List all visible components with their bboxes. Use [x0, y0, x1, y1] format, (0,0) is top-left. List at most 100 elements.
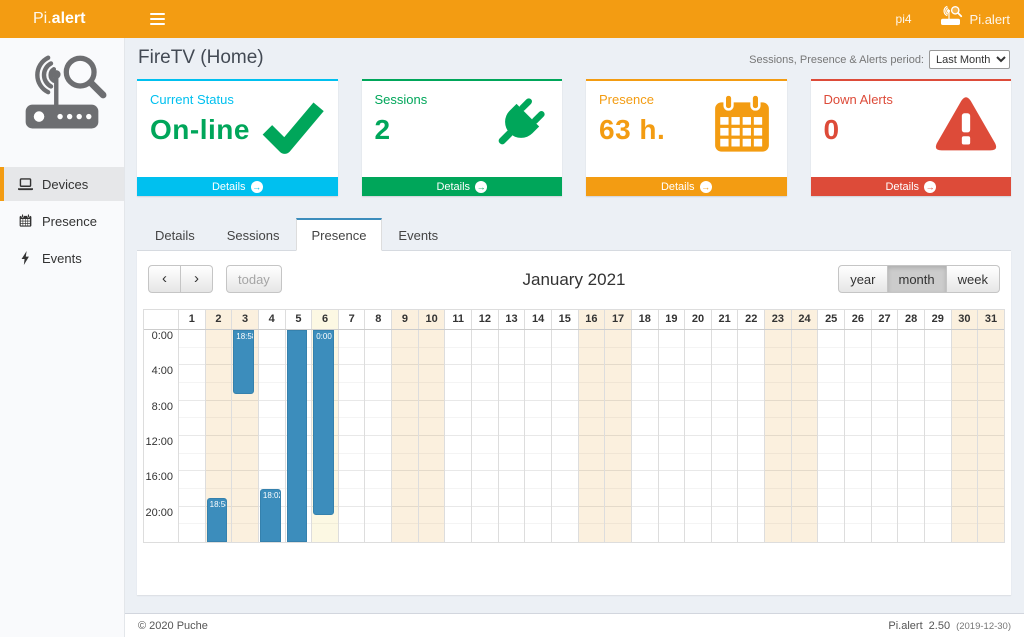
day-header-7: 7 [337, 310, 365, 329]
card-details-link[interactable]: Details → [586, 177, 787, 196]
calendar-view-year-button[interactable]: year [838, 265, 888, 293]
day-header-16: 16 [577, 310, 605, 329]
sidebar-item-events[interactable]: Events [0, 241, 124, 275]
tab-presence[interactable]: Presence [295, 218, 383, 251]
card-body: Sessions 2 [362, 81, 563, 177]
footer-version: 2.50 [928, 619, 951, 632]
top-navbar: Pi. alert pi4 Pi.alert [0, 0, 1024, 38]
day-header-30: 30 [950, 310, 978, 329]
day-header-18: 18 [630, 310, 658, 329]
brand-prefix: Pi. [33, 10, 52, 27]
day-header-4: 4 [257, 310, 285, 329]
arrow-circle-right-icon: → [250, 180, 263, 193]
warning-icon [934, 94, 998, 158]
card-details-link[interactable]: Details → [361, 177, 562, 196]
time-label: 20:00 [145, 506, 173, 519]
day-header-25: 25 [817, 310, 844, 329]
event-time-label: 0:00 - [316, 332, 333, 341]
card-presence: Presence 63 h. Details → [586, 79, 787, 196]
day-column-19 [657, 330, 685, 542]
copyright-label: © 2020 Puche [138, 619, 208, 632]
calendar-today-button[interactable]: today [226, 265, 282, 293]
day-header-13: 13 [497, 310, 525, 329]
page-footer: © 2020 Puche Pi.alert 2.50 (2019-12-30) [125, 613, 1024, 637]
day-column-12 [471, 330, 498, 542]
arrow-circle-right-icon: → [475, 180, 488, 193]
arrow-circle-right-icon: → [699, 180, 712, 193]
card-title: Current Status [150, 92, 234, 107]
calendar-icon [710, 93, 774, 158]
calendar-next-button[interactable]: › [181, 265, 213, 293]
day-column-8 [364, 330, 392, 542]
period-label: Sessions, Presence & Alerts period: [749, 53, 924, 66]
presence-session-event[interactable]: 18:58 [233, 330, 254, 395]
device-tabs: Details Sessions Presence Events [137, 218, 1011, 251]
card-value: 63 h. [599, 114, 666, 145]
day-column-31 [977, 330, 1004, 542]
tab-sessions[interactable]: Sessions [226, 228, 280, 243]
user-menu[interactable]: Pi.alert [938, 5, 1010, 33]
card-details-link[interactable]: Details → [137, 177, 338, 196]
calendar-grid: 0:00 4:00 8:00 12:00 16:00 20:00 18:58 18:58 18… [144, 330, 1004, 542]
day-header-15: 15 [550, 310, 578, 329]
details-label: Details [436, 180, 471, 193]
day-header-6: 6 [311, 310, 338, 329]
time-label: 8:00 [151, 400, 173, 413]
card-value: 0 [823, 114, 840, 145]
card-details-link[interactable]: Details → [810, 177, 1011, 196]
day-column-28 [897, 330, 924, 542]
summary-cards: Current Status On-line Details → Sessions 2 De… [137, 79, 1011, 196]
day-column-25 [817, 330, 845, 542]
day-column-22 [737, 330, 765, 542]
sidebar-item-label: Devices [42, 176, 89, 192]
time-axis: 0:00 4:00 8:00 12:00 16:00 20:00 [144, 330, 178, 542]
event-time-label: 18:02 [262, 491, 280, 501]
day-header-27: 27 [870, 310, 898, 329]
event-time-label: 18:58 [209, 499, 227, 509]
presence-session-event[interactable]: 18:58 [206, 497, 228, 542]
day-header-20: 20 [684, 310, 711, 329]
tab-events[interactable]: Events [398, 228, 439, 243]
day-header-19: 19 [657, 310, 685, 329]
router-search-logo-icon [14, 52, 110, 145]
laptop-icon [17, 177, 33, 191]
calendar-view-month-button[interactable]: month [887, 265, 947, 293]
bolt-icon [17, 251, 33, 265]
day-header-3: 3 [231, 310, 258, 329]
day-header-10: 10 [417, 310, 445, 329]
day-header-17: 17 [604, 310, 631, 329]
plug-icon [485, 94, 549, 158]
check-icon [261, 94, 325, 158]
sidebar-item-devices[interactable]: Devices [0, 167, 124, 201]
period-select[interactable]: Last Month [929, 50, 1010, 69]
day-column-7 [337, 330, 365, 542]
hamburger-menu-icon[interactable] [135, 0, 179, 38]
day-column-3: 18:58 [231, 330, 258, 542]
main-content: FireTV (Home) Sessions, Presence & Alert… [125, 38, 1024, 613]
sidebar-item-presence[interactable]: Presence [0, 204, 124, 238]
day-column-2: 18:58 [204, 330, 232, 542]
footer-app-name: Pi.alert [888, 619, 923, 632]
sidebar-item-label: Presence [42, 213, 97, 229]
card-value: 2 [374, 114, 391, 145]
calendar-day-header-row: 1 2 3 4 5 6 7 8 9 10 11 12 13 14 15 16 17 18 19 20 21 22 23 24 2… [144, 310, 1004, 330]
brand-link[interactable]: Pi. alert [0, 0, 125, 38]
tab-details[interactable]: Details [155, 228, 195, 243]
card-body: Current Status On-line [137, 81, 338, 177]
calendar-view-week-button[interactable]: week [946, 265, 1000, 293]
day-header-28: 28 [897, 310, 924, 329]
day-column-14 [524, 330, 551, 542]
time-label: 12:00 [145, 436, 173, 448]
sidebar-item-label: Events [42, 250, 82, 266]
card-body: Presence 63 h. [586, 81, 787, 177]
presence-session-event[interactable] [286, 330, 308, 542]
hostname-label: pi4 [895, 12, 912, 26]
presence-session-event[interactable]: 0:00 - [313, 330, 334, 515]
day-column-18 [630, 330, 658, 542]
day-column-17 [604, 330, 631, 542]
day-header-14: 14 [524, 310, 551, 329]
time-label: 4:00 [151, 365, 173, 378]
card-title: Sessions [374, 92, 428, 107]
presence-session-event[interactable]: 18:02 [259, 489, 281, 542]
calendar-prev-button[interactable]: ‹ [148, 265, 181, 293]
